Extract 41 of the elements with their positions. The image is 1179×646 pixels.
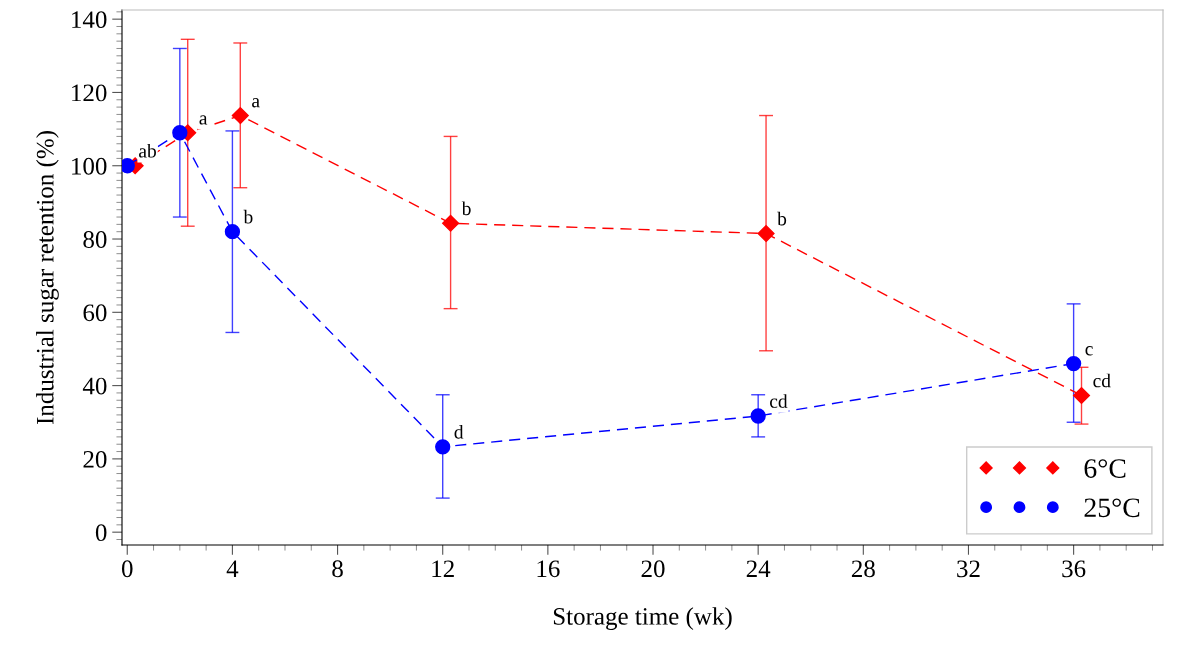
y-tick-label: 60 [83,304,107,322]
x-tick-label: 16 [537,560,560,578]
point [1065,355,1082,372]
x-tick-label: 4 [226,560,239,577]
point [172,125,188,141]
y-tick-label: 140 [72,11,107,29]
annotation: b [777,211,787,226]
x-tick-label: 20 [641,560,665,578]
annotation: ab [139,143,156,158]
x-axis-title: Storage time (wk) [553,607,732,630]
y-tick-label: 20 [83,450,107,468]
point [442,214,460,232]
x-tick-label: 0 [121,560,133,578]
annotation: d [454,424,464,439]
point [231,106,249,125]
point [435,439,451,455]
legend-label: 6°C [1084,459,1126,478]
x-tick-label: 28 [851,560,875,578]
annotation: b [461,201,471,216]
y-tick-label: 120 [72,84,107,102]
x-tick-label: 32 [957,560,980,578]
x-tick-label: 8 [332,560,343,578]
point [750,408,766,424]
y-axis-title: Industrial sugar retention (%) [36,131,59,425]
legend-label: 25°C [1084,498,1140,518]
y-tick-label: 80 [83,231,107,248]
y-tick-label: 100 [72,157,107,175]
x-tick-label: 12 [432,560,454,577]
annotation: cd [1093,373,1111,388]
annotation: a [199,115,208,125]
point [1072,386,1091,405]
annotation: a [252,98,260,108]
annotation: b [243,209,253,224]
y-tick-label: 0 [95,524,107,542]
x-tick-label: 36 [1062,560,1086,578]
x-tick-label: 24 [746,560,771,577]
y-tick-label: 40 [82,377,107,395]
annotation: c [1085,346,1093,356]
point [757,224,775,243]
point [224,224,241,240]
annotation: cd [770,394,788,408]
